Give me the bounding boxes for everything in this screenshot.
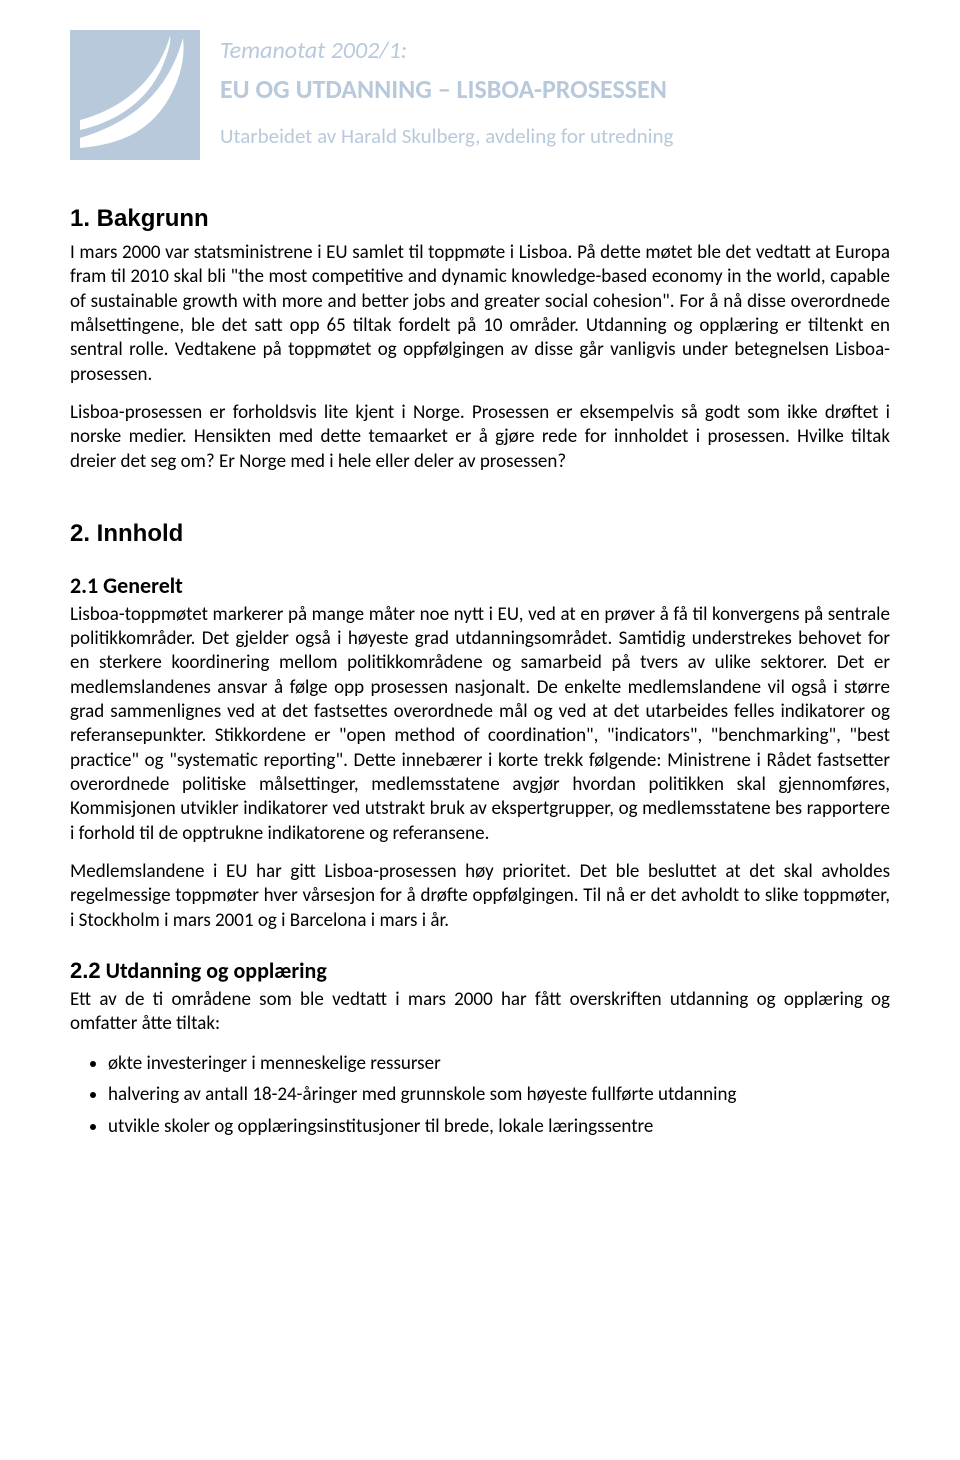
paragraph: I mars 2000 var statsministrene i EU sam…: [70, 241, 890, 387]
document-page: Temanotat 2002/1: EU OG UTDANNING – LISB…: [0, 0, 960, 1185]
list-item: halvering av antall 18-24-åringer med gr…: [108, 1082, 890, 1108]
paragraph: Lisboa-toppmøtet markerer på mange måter…: [70, 603, 890, 846]
list-item: økte investeringer i menneskelige ressur…: [108, 1051, 890, 1077]
header-row: Temanotat 2002/1: EU OG UTDANNING – LISB…: [70, 30, 890, 165]
paragraph: Medlemslandene i EU har gitt Lisboa-pros…: [70, 860, 890, 933]
logo-swoosh-icon: [70, 30, 200, 160]
logo: [70, 30, 200, 165]
header-text-block: Temanotat 2002/1: EU OG UTDANNING – LISB…: [220, 30, 890, 149]
section-heading-bakgrunn: 1. Bakgrunn: [70, 205, 890, 233]
document-title: EU OG UTDANNING – LISBOA-PROSESSEN: [220, 73, 890, 105]
list-item: utvikle skoler og opplæringsinstitusjone…: [108, 1114, 890, 1140]
paragraph: Ett av de ti områdene som ble vedtatt i …: [70, 988, 890, 1037]
subsection-title: Utdanning og opplæring: [106, 957, 327, 984]
document-kicker: Temanotat 2002/1:: [220, 36, 890, 65]
subsection-heading-generelt: 2.1 Generelt: [70, 572, 890, 599]
paragraph: Lisboa-prosessen er forholdsvis lite kje…: [70, 401, 890, 474]
subsection-heading-utdanning: 2.2 Utdanning og opplæring: [70, 957, 890, 984]
section-heading-innhold: 2. Innhold: [70, 520, 890, 548]
bullet-list: økte investeringer i menneskelige ressur…: [70, 1051, 890, 1140]
subsection-number: 2.2: [70, 958, 101, 983]
document-byline: Utarbeidet av Harald Skulberg, avdeling …: [220, 123, 890, 149]
